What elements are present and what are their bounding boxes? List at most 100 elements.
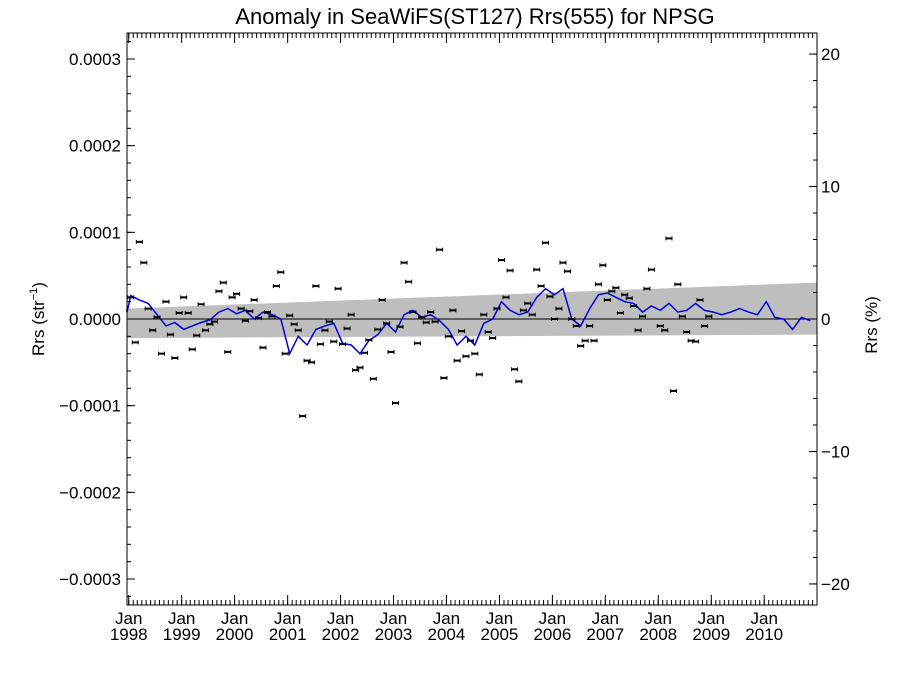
data-point [299, 414, 307, 419]
x-tick-month: Jan [592, 609, 619, 628]
data-point [436, 247, 444, 252]
y-left-tick-label: 0.0000 [69, 310, 121, 329]
data-point [639, 314, 647, 319]
data-point [263, 310, 271, 315]
data-point [184, 310, 192, 315]
data-point [334, 286, 342, 291]
data-point [268, 314, 276, 319]
x-tick-month: Jan [274, 609, 301, 628]
data-point [524, 301, 532, 306]
data-point [498, 258, 506, 263]
data-point [418, 315, 426, 320]
data-point [700, 323, 708, 328]
x-tick-year: 2010 [745, 625, 783, 644]
y-right-tick-label: 20 [821, 45, 840, 64]
data-point [506, 268, 514, 273]
data-point [131, 340, 139, 345]
data-point [158, 351, 166, 356]
data-point [581, 338, 589, 343]
x-tick-month: Jan [221, 609, 248, 628]
data-point [595, 282, 603, 287]
data-point [533, 267, 541, 272]
data-point [449, 308, 457, 313]
left-axis-title: Rrs (str−1) [28, 282, 48, 356]
y-left-tick-label: 0.0003 [69, 50, 121, 69]
data-point [400, 260, 408, 265]
data-point [444, 334, 452, 339]
data-point [683, 330, 691, 334]
data-point [599, 263, 607, 268]
data-point [678, 314, 686, 319]
data-point [330, 339, 338, 344]
data-point [206, 322, 214, 327]
data-point [356, 365, 364, 370]
data-point [343, 326, 351, 331]
data-point [705, 314, 713, 319]
data-point [431, 319, 439, 324]
y-left-tick-label: −0.0003 [59, 570, 121, 589]
x-tick-year: 2005 [481, 625, 519, 644]
data-point [471, 351, 479, 356]
data-point [405, 279, 413, 284]
data-point [563, 269, 571, 274]
data-point [272, 284, 280, 289]
x-tick-label: Jan 2005 [481, 609, 519, 644]
data-point [458, 329, 466, 334]
x-tick-year: 2001 [269, 625, 307, 644]
chart-title: Anomaly in SeaWiFS(ST127) Rrs(555) for N… [235, 4, 714, 29]
data-point [392, 401, 400, 406]
data-point [277, 270, 285, 275]
x-tick-year: 2006 [533, 625, 571, 644]
data-point [281, 351, 289, 356]
data-point [175, 310, 183, 315]
y-left-tick-label: 0.0001 [69, 223, 121, 242]
right-axis-title: Rrs (%) [862, 296, 881, 354]
x-tick-label: Jan 1998 [110, 609, 148, 644]
x-tick-month: Jan [751, 609, 778, 628]
data-point [197, 302, 205, 307]
x-tick-month: Jan [327, 609, 354, 628]
data-point [215, 289, 223, 294]
data-point [475, 372, 483, 377]
x-tick-label: Jan 2001 [269, 609, 307, 644]
data-point [493, 306, 501, 311]
data-point [546, 294, 554, 299]
data-point [202, 328, 210, 333]
data-point [608, 289, 616, 294]
data-point [144, 306, 152, 311]
x-tick-label: Jan 2003 [375, 609, 413, 644]
left-axis-title-main: Rrs (str [29, 300, 48, 356]
axis-ticks-layer: 0.0003 0.0002 0.0001 0.0000 −0.0001 −0.0002 −0… [59, 33, 850, 644]
data-point [193, 333, 201, 338]
data-point [643, 286, 651, 291]
x-tick-label: Jan 2006 [533, 609, 571, 644]
data-point [347, 312, 355, 317]
data-point [246, 309, 254, 314]
data-point [135, 239, 143, 244]
data-point [630, 304, 638, 308]
x-tick-year: 2002 [322, 625, 360, 644]
data-point [162, 299, 170, 304]
x-tick-year: 2003 [375, 625, 413, 644]
x-tick-year: 1999 [163, 625, 201, 644]
x-tick-month: Jan [539, 609, 566, 628]
data-point [555, 306, 563, 311]
data-point [352, 368, 360, 373]
confidence-band [127, 282, 817, 339]
data-point [427, 310, 435, 315]
y-right-tick-label: 0 [821, 310, 830, 329]
x-tick-month: Jan [698, 609, 725, 628]
y-left-tick-label: −0.0002 [59, 483, 121, 502]
data-point [383, 321, 391, 326]
data-point [661, 328, 669, 333]
x-tick-month: Jan [486, 609, 513, 628]
data-point [233, 291, 241, 296]
data-point [612, 285, 620, 290]
data-point [665, 236, 673, 241]
data-point [255, 316, 263, 321]
data-point [360, 350, 368, 355]
x-tick-label: Jan 2008 [639, 609, 677, 644]
x-tick-year: 2000 [216, 625, 254, 644]
x-tick-label: Jan 2009 [692, 609, 730, 644]
